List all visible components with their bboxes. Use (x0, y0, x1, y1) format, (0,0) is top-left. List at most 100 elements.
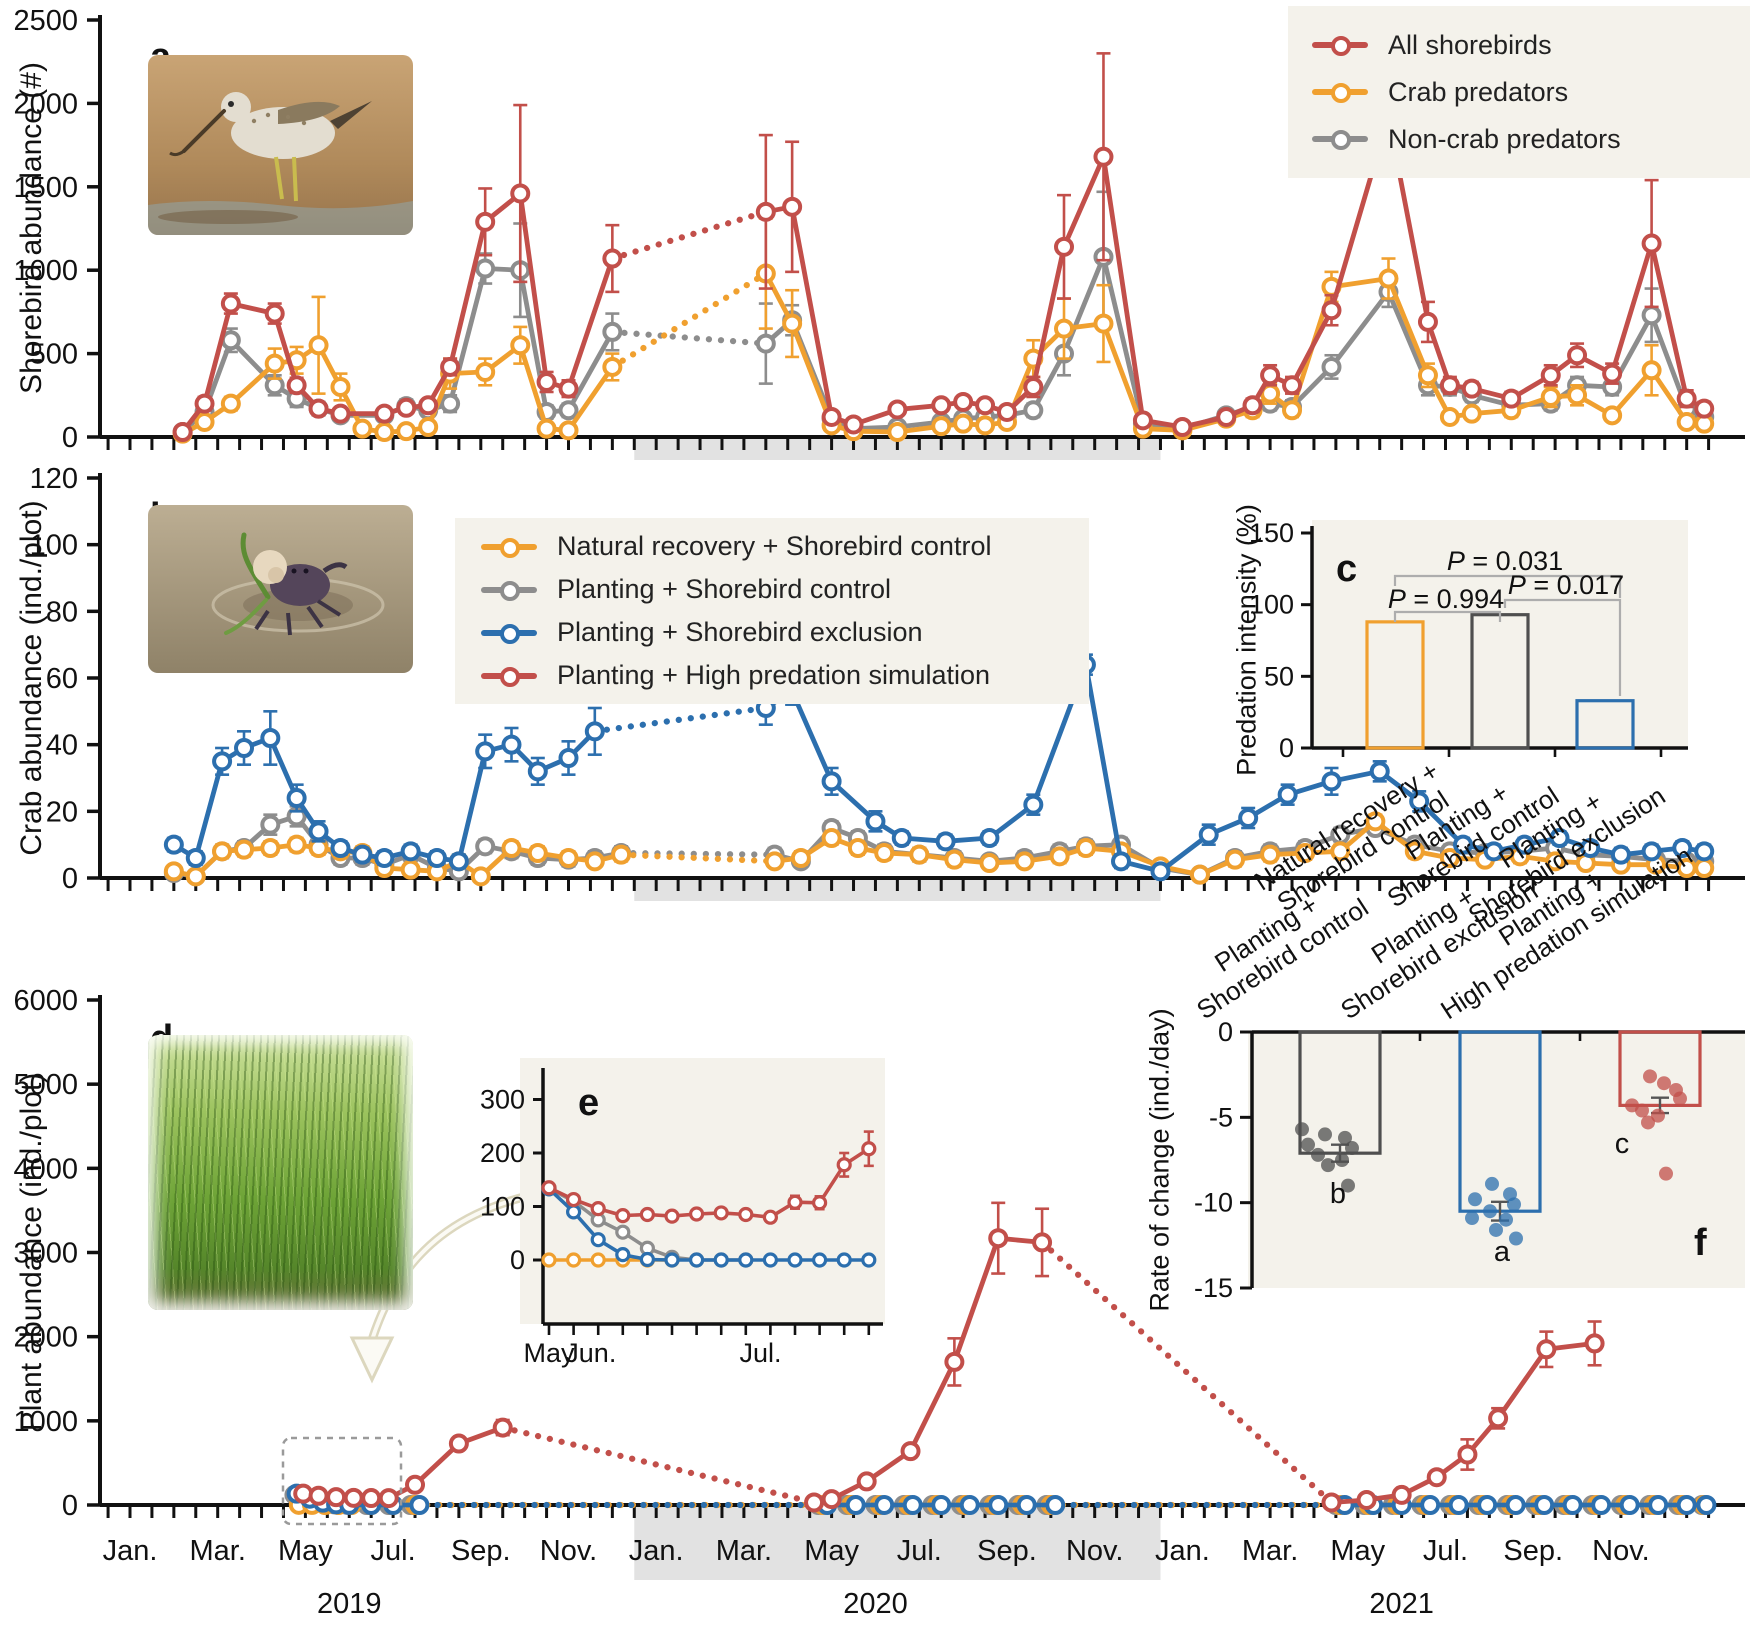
panel-d-series (284, 1201, 1717, 1515)
svg-text:300: 300 (480, 1085, 525, 1115)
svg-text:100: 100 (480, 1192, 525, 1222)
svg-text:May: May (278, 1535, 333, 1567)
svg-text:0: 0 (1218, 1017, 1233, 1047)
panel-e (520, 1058, 885, 1324)
panel-b-x-axis (100, 876, 1745, 891)
legend-item-natural-recovery-shorebird-control: Natural recovery + Shorebird control (481, 531, 1089, 562)
f-letter-c: c (1614, 1128, 1630, 1160)
panel-b-y-axis: 0 20 40 60 80 100 120 (30, 463, 102, 895)
svg-text:Mar.: Mar. (716, 1535, 772, 1567)
panel-c (1312, 520, 1688, 748)
panel-b-series (163, 653, 1715, 887)
pvalue-a-vs-exclusion: P = 0.031 (1446, 546, 1564, 576)
panel-d-zoom-box (281, 1436, 403, 1526)
panel-c-brackets (1393, 574, 1622, 696)
svg-text:Jun.: Jun. (565, 1338, 616, 1368)
panel-a-x-axis (100, 435, 1745, 450)
panel-d-covid-band (634, 1507, 1161, 1580)
svg-text:-15: -15 (1194, 1273, 1233, 1303)
svg-text:0: 0 (1279, 733, 1294, 763)
legend-item-planting-shorebird-control: Planting + Shorebird control (481, 574, 1089, 605)
planting-exclusion-marker-icon (481, 622, 537, 644)
svg-text:2020: 2020 (843, 1588, 908, 1620)
svg-text:Sep.: Sep. (977, 1535, 1037, 1567)
svg-text:1000: 1000 (13, 255, 78, 287)
svg-text:6000: 6000 (13, 985, 78, 1017)
svg-text:May: May (1330, 1535, 1385, 1567)
svg-text:100: 100 (1249, 590, 1294, 620)
legend-label: Non-crab predators (1388, 123, 1621, 154)
panel-c-y-axis: 0 50 100 150 (1249, 518, 1314, 763)
svg-text:-5: -5 (1209, 1102, 1233, 1132)
svg-text:Jul.: Jul. (897, 1535, 942, 1567)
svg-text:500: 500 (30, 339, 78, 371)
panel-e-letter: e (578, 1082, 600, 1124)
svg-text:Nov.: Nov. (1066, 1535, 1123, 1567)
series-natural-recovery-shorebird-control (163, 811, 1715, 887)
legend-panel-a: All shorebirds Crab predators Non-crab p… (1288, 6, 1750, 178)
svg-text:2000: 2000 (13, 1322, 78, 1354)
svg-text:2000: 2000 (13, 88, 78, 120)
svg-text:Nov.: Nov. (540, 1535, 597, 1567)
legend-label: Planting + Shorebird exclusion (557, 617, 923, 647)
panel-f-letter: f (1694, 1222, 1707, 1264)
panel-f-y-title: Rate of change (ind./day) (1144, 1008, 1175, 1312)
svg-text:1000: 1000 (13, 1406, 78, 1438)
panel-a-y-title: Shorebird abundance (#) (15, 62, 48, 394)
series-planting-high-predation-simulation (541, 1130, 877, 1225)
svg-text:Jan.: Jan. (1155, 1535, 1210, 1567)
svg-text:2019: 2019 (317, 1588, 382, 1620)
svg-text:0: 0 (62, 863, 78, 895)
series-planting-shorebird-exclusion (541, 1181, 877, 1268)
svg-text:5000: 5000 (13, 1069, 78, 1101)
svg-text:Nov.: Nov. (1592, 1535, 1649, 1567)
svg-text:60: 60 (46, 663, 78, 695)
legend-panel-b: Natural recovery + Shorebird control Pla… (455, 518, 1089, 704)
legend-item-planting-shorebird-exclusion: Planting + Shorebird exclusion (481, 617, 1089, 648)
legend-label: Crab predators (1388, 76, 1569, 107)
series-planting-high-predation-simulation (293, 1201, 1605, 1513)
legend-label: Planting + High predation simulation (557, 660, 991, 690)
all-shorebirds-marker-icon (1312, 34, 1368, 56)
svg-text:Jul.: Jul. (1423, 1535, 1468, 1567)
f-letter-b: b (1329, 1178, 1347, 1210)
panel-f-replicate-dots (1295, 1069, 1687, 1246)
svg-text:120: 120 (30, 463, 78, 495)
svg-text:20: 20 (46, 796, 78, 828)
x-year-labels: 2019 2020 2021 (317, 1588, 1434, 1620)
shorebird-photo-art (148, 55, 413, 235)
planting-control-marker-icon (481, 579, 537, 601)
f-letter-a: a (1493, 1236, 1511, 1268)
svg-text:0: 0 (62, 1490, 78, 1522)
legend-label: Natural recovery + Shorebird control (557, 531, 992, 561)
svg-text:80: 80 (46, 596, 78, 628)
legend-item-crab-predators: Crab predators (1312, 77, 1750, 108)
panel-c-y-title: Predation intensity (%) (1231, 504, 1262, 776)
panel-d-y-title: Plant abundance (ind./plot) (15, 1072, 48, 1432)
svg-text:Jul.: Jul. (371, 1535, 416, 1567)
svg-text:4000: 4000 (13, 1153, 78, 1185)
panel-a-series (172, 52, 1715, 444)
high-predation-marker-icon (481, 665, 537, 687)
svg-text:Jan.: Jan. (103, 1535, 158, 1567)
svg-text:0: 0 (62, 422, 78, 454)
svg-text:1500: 1500 (13, 172, 78, 204)
planted-grass-photo (148, 1035, 413, 1310)
series-planting-shorebird-exclusion (163, 653, 1715, 882)
panel-c-letter: c (1336, 548, 1358, 590)
svg-text:0: 0 (510, 1245, 525, 1275)
svg-text:Jul.: Jul. (740, 1338, 782, 1368)
series-all-shorebirds (172, 52, 1715, 442)
svg-text:100: 100 (30, 530, 78, 562)
panel-a-y-axis: 0 500 1000 1500 2000 2500 (13, 5, 102, 454)
natural-recovery-marker-icon (481, 536, 537, 558)
legend-label: Planting + Shorebird control (557, 574, 891, 604)
pvalue-b-vs-exclusion: P = 0.017 (1507, 570, 1625, 600)
x-month-labels: Jan. Mar. May Jul. Sep. Nov. Jan. Mar. May Jul. Se… (103, 1535, 1650, 1567)
svg-text:-10: -10 (1194, 1188, 1233, 1218)
svg-text:Mar.: Mar. (189, 1535, 245, 1567)
svg-text:Sep.: Sep. (451, 1535, 511, 1567)
svg-text:Sep.: Sep. (1503, 1535, 1563, 1567)
svg-text:Jan.: Jan. (629, 1535, 684, 1567)
